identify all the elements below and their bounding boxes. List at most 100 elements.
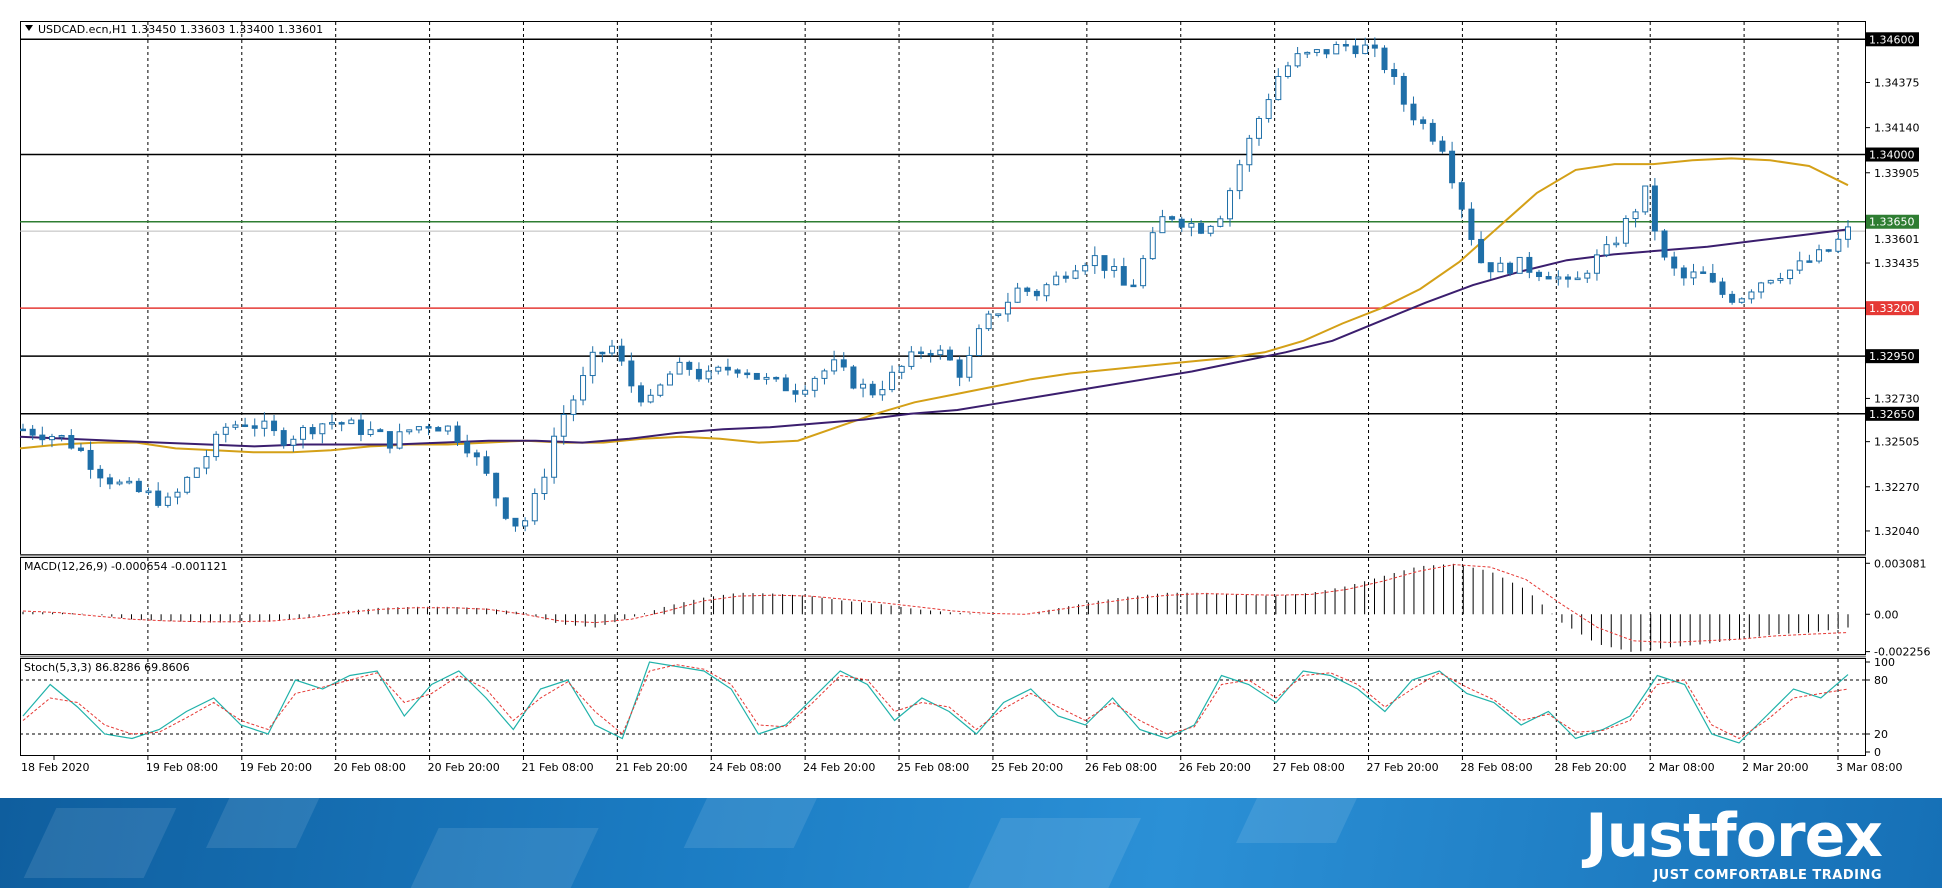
- candle-body: [1391, 69, 1398, 77]
- candle-body: [271, 420, 278, 432]
- candle-body: [145, 490, 152, 494]
- candle-body: [1246, 137, 1253, 166]
- candle-body: [155, 490, 162, 506]
- candle-body: [1545, 276, 1552, 280]
- candle-body: [242, 424, 249, 427]
- candle-body: [1072, 270, 1079, 279]
- candle-body: [946, 349, 953, 361]
- candle-body: [425, 426, 432, 429]
- level-tag: [1866, 214, 1919, 229]
- candle-body: [695, 368, 702, 380]
- candle-body: [1217, 218, 1224, 227]
- candle-body: [1729, 293, 1736, 303]
- candle-body: [1458, 182, 1465, 210]
- candle-body: [879, 389, 886, 396]
- candle-body: [164, 496, 171, 506]
- candle-body: [502, 497, 509, 519]
- candle-body: [1323, 49, 1330, 55]
- candle-body: [1796, 260, 1803, 271]
- candle-body: [1748, 291, 1755, 300]
- candle-body: [744, 372, 751, 376]
- candle-body: [483, 456, 490, 474]
- candle-body: [1159, 216, 1166, 234]
- candle-body: [1149, 232, 1156, 260]
- candle-body: [1806, 260, 1813, 263]
- candle-body: [106, 477, 113, 485]
- candle-body: [937, 349, 944, 356]
- candlesticks: [20, 37, 1851, 532]
- price-tick-label: 1.32730: [1874, 392, 1920, 405]
- candle-body: [1632, 211, 1639, 220]
- candle-body: [77, 447, 84, 451]
- collapse-triangle-icon[interactable]: [25, 25, 33, 31]
- candle-body: [386, 431, 393, 449]
- stoch-panel-frame: [20, 658, 1866, 756]
- candle-body: [1420, 119, 1427, 124]
- macd-tick-label: -0.002256: [1874, 646, 1930, 659]
- price-tick-label: 1.32505: [1874, 436, 1920, 449]
- candle-body: [1053, 275, 1060, 286]
- main-panel-frame: [20, 21, 1866, 555]
- time-axis: 18 Feb 2020 19 Feb 08:00 19 Feb 20:00 20 Fe…: [21, 755, 1902, 774]
- candle-body: [1680, 267, 1687, 279]
- candle-body: [377, 429, 384, 433]
- candle-body: [1584, 272, 1591, 279]
- candle-body: [1275, 75, 1282, 101]
- candle-body: [222, 426, 229, 435]
- x-tick-label: 2 Mar 08:00: [1648, 761, 1714, 774]
- candle-body: [956, 359, 963, 378]
- candle-body: [1062, 275, 1069, 279]
- stoch-tick-label: 0: [1874, 746, 1881, 759]
- candle-body: [1574, 277, 1581, 281]
- candle-body: [647, 394, 654, 403]
- stoch-tick-label: 20: [1874, 728, 1888, 741]
- candle-body: [637, 385, 644, 403]
- macd-signal-line: [22, 564, 1849, 643]
- candle-body: [1333, 44, 1340, 55]
- candle-body: [1352, 45, 1359, 55]
- candle-body: [184, 476, 191, 493]
- x-tick-label: 21 Feb 08:00: [521, 761, 593, 774]
- candle-body: [966, 354, 973, 378]
- level-tag-label: 1.34600: [1869, 33, 1915, 46]
- price-tick-label: 1.34375: [1874, 76, 1920, 89]
- candle-body: [512, 517, 519, 527]
- candle-body: [541, 476, 548, 495]
- candle-body: [580, 375, 587, 401]
- justforex-logo[interactable]: Justforex: [1585, 801, 1883, 871]
- candle-body: [251, 425, 258, 429]
- candle-body: [1758, 282, 1765, 293]
- candle-body: [1024, 287, 1031, 292]
- level-tag: [1866, 349, 1919, 364]
- candle-body: [1478, 238, 1485, 264]
- candle-body: [87, 449, 94, 470]
- candle-body: [1120, 266, 1127, 286]
- candle-body: [1313, 49, 1320, 53]
- stoch-label: Stoch(5,3,3) 86.8286 69.8606: [24, 661, 190, 674]
- candle-body: [850, 366, 857, 389]
- symbol-header: USDCAD.ecn,H1 1.33450 1.33603 1.33400 1.…: [38, 23, 323, 36]
- candle-body: [1227, 190, 1234, 220]
- price-axis: 1.34375 1.34140 1.33905 1.33435 1.32730 1.325…: [1865, 76, 1920, 538]
- candle-body: [435, 427, 442, 432]
- horizontal-levels: 1.34600 1.34000 1.33650 1.33200 1.32950 1.326…: [20, 32, 1919, 421]
- candle-body: [1265, 99, 1272, 119]
- candle-body: [1642, 185, 1649, 213]
- candle-body: [493, 472, 500, 499]
- candle-body: [1188, 222, 1195, 228]
- candle-body: [657, 384, 664, 396]
- candle-body: [1497, 262, 1504, 273]
- candle-body: [193, 467, 200, 478]
- candle-body: [589, 351, 596, 377]
- candle-body: [1178, 218, 1185, 228]
- candle-body: [734, 369, 741, 374]
- candle-body: [1014, 287, 1021, 303]
- price-tick-label: 1.33905: [1874, 167, 1920, 180]
- candle-body: [551, 435, 558, 478]
- candle-body: [357, 419, 364, 435]
- price-chart[interactable]: 1.34600 1.34000 1.33650 1.33200 1.32950 1.326…: [0, 0, 1942, 798]
- candle-body: [20, 428, 26, 432]
- candle-body: [309, 427, 316, 435]
- candle-body: [213, 433, 220, 458]
- candle-body: [570, 399, 577, 415]
